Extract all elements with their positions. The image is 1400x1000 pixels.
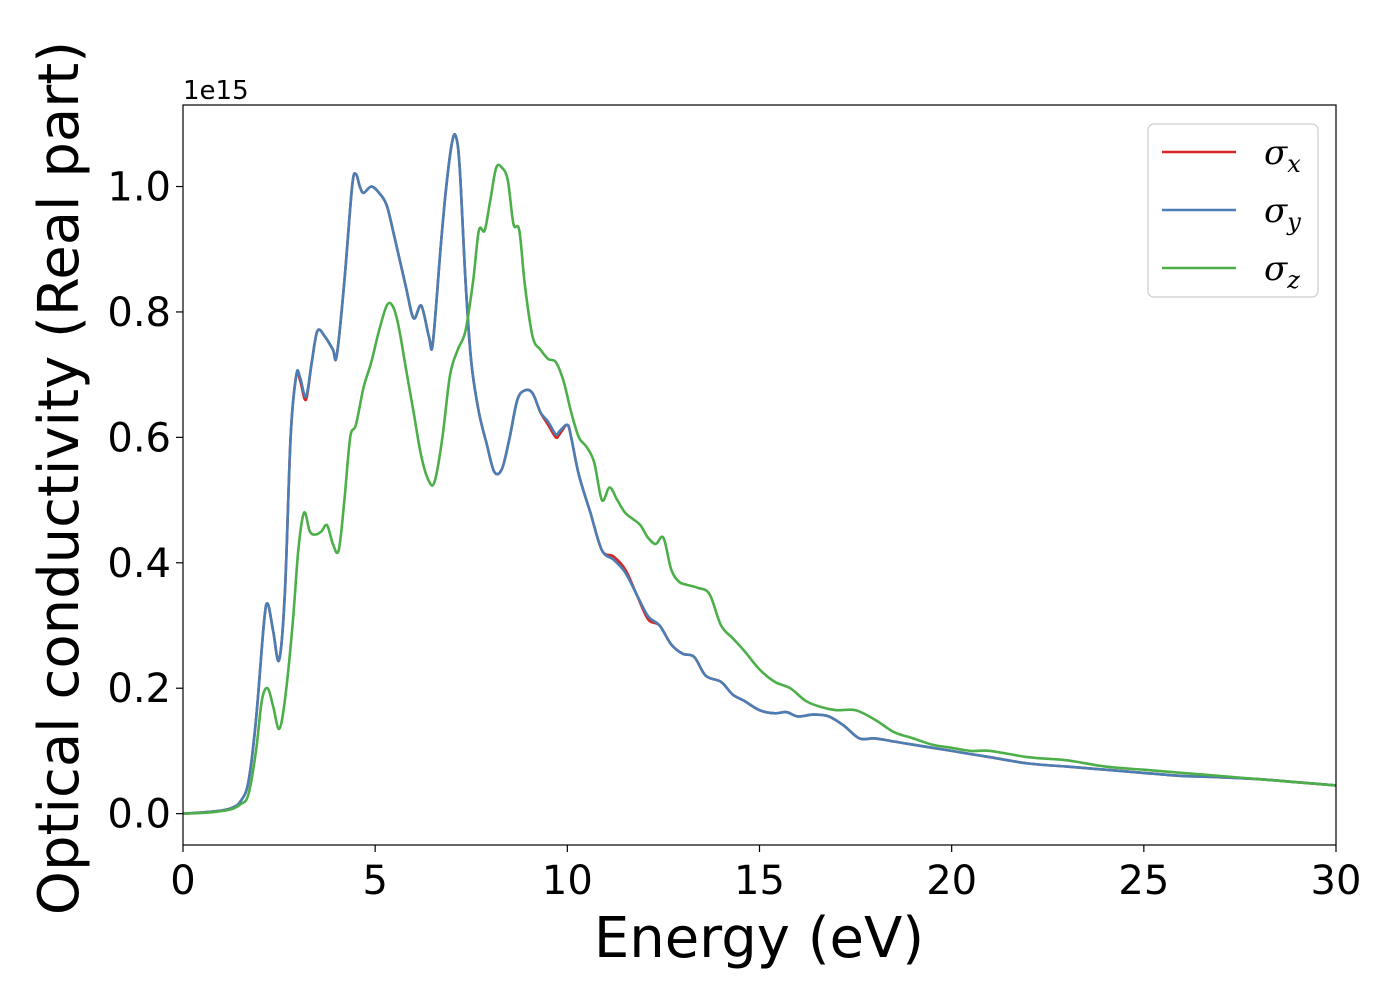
y-axis: 0.0 0.2 0.4 0.6 0.8 1.0 — [107, 165, 183, 838]
y-axis-title: Optical conductivity (Real part) — [27, 41, 92, 915]
legend-subscript: z — [1286, 266, 1300, 294]
x-tick-label: 30 — [1311, 858, 1362, 904]
x-axis-title: Energy (eV) — [594, 906, 924, 971]
x-tick-label: 0 — [170, 858, 195, 904]
y-tick-label: 0.0 — [107, 792, 171, 838]
legend-label-sigma-y: σy — [1264, 191, 1301, 236]
legend-symbol: σ — [1264, 191, 1288, 231]
x-axis: 0 5 10 15 20 25 30 — [170, 845, 1361, 904]
x-tick-label: 10 — [542, 858, 593, 904]
y-tick-label: 0.8 — [107, 290, 171, 336]
legend-symbol: σ — [1264, 133, 1288, 173]
y-tick-label: 0.2 — [107, 666, 171, 712]
y-tick-label: 0.4 — [107, 541, 171, 587]
series-layer — [183, 133, 1336, 815]
x-tick-label: 5 — [362, 858, 387, 904]
legend-subscript: y — [1286, 208, 1301, 236]
y-offset-label: 1e15 — [183, 76, 249, 106]
series-line-sigma-z — [183, 163, 1336, 815]
legend-subscript: x — [1287, 150, 1301, 178]
x-tick-label: 15 — [734, 858, 785, 904]
y-tick-label: 1.0 — [107, 165, 171, 211]
legend-symbol: σ — [1264, 249, 1288, 289]
legend-label-sigma-x: σx — [1264, 133, 1301, 178]
series-line-sigma-y — [183, 133, 1336, 815]
y-tick-label: 0.6 — [107, 415, 171, 461]
x-tick-label: 25 — [1118, 858, 1169, 904]
legend-label-sigma-z: σz — [1264, 249, 1300, 294]
plot-area — [182, 104, 1337, 846]
x-tick-label: 20 — [926, 858, 977, 904]
